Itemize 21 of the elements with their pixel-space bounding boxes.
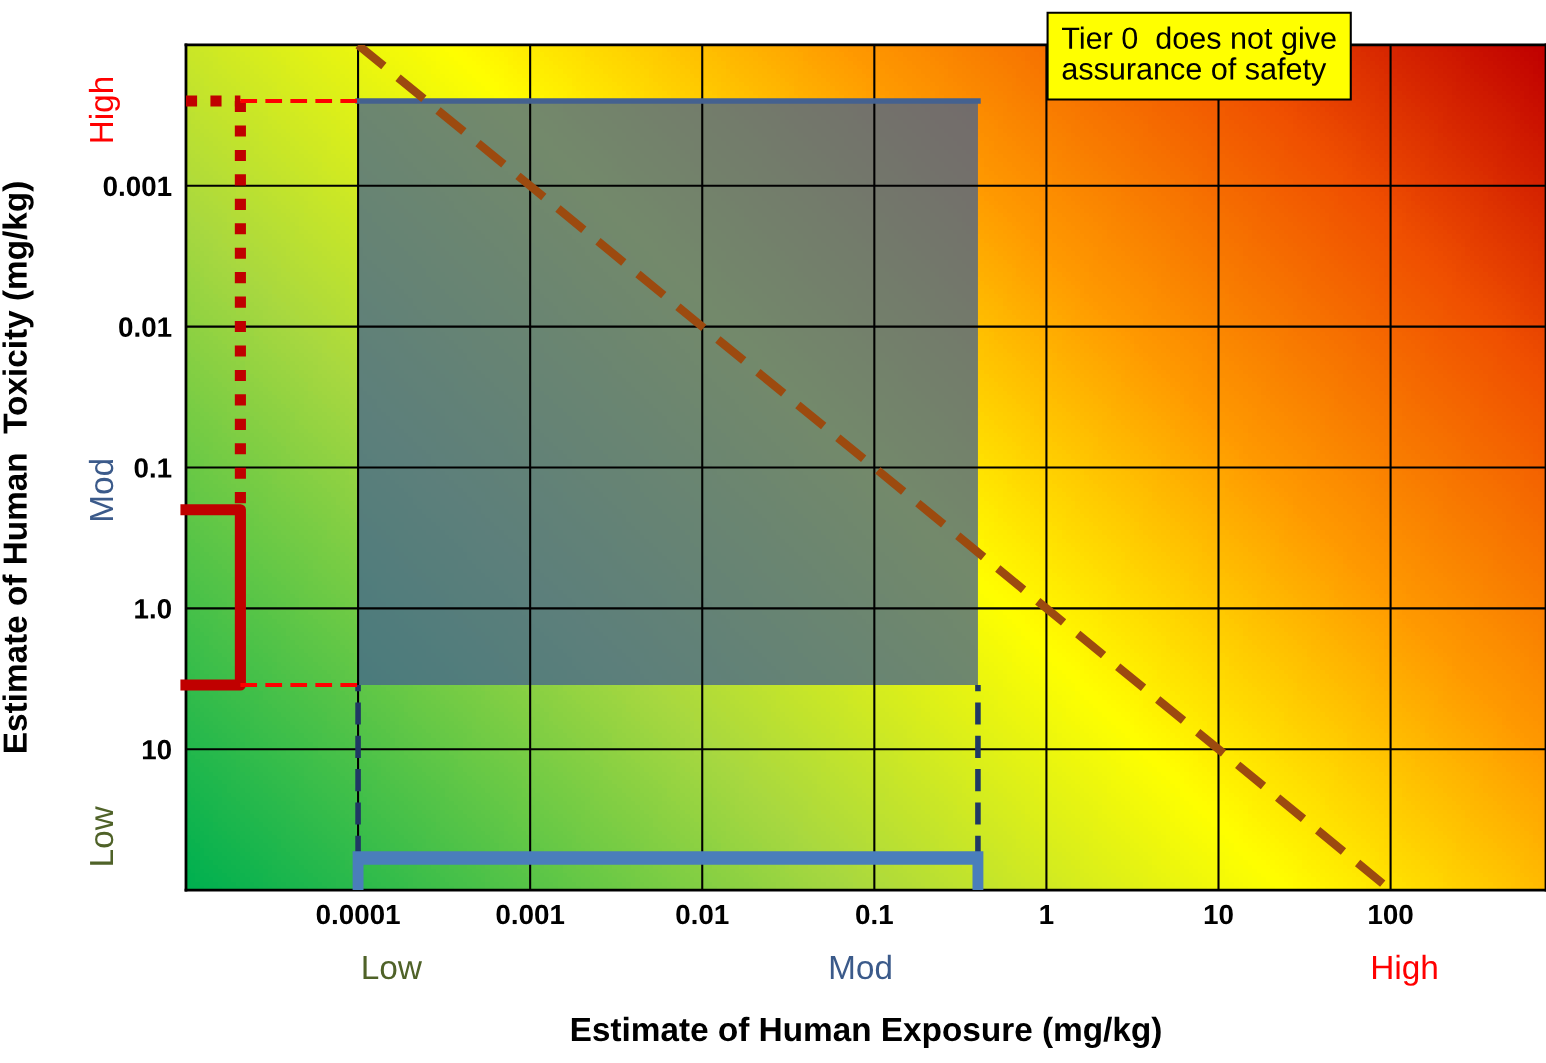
- text: Low: [90, 806, 114, 865]
- y-tick-label: 0.1: [134, 458, 172, 478]
- x-tick-label: 10: [1204, 904, 1233, 925]
- text: High: [1373, 954, 1437, 986]
- x-tick-label: 100: [1369, 904, 1413, 925]
- y-tick-label: 0.001: [103, 176, 172, 197]
- x-tick-label: 0.01: [676, 904, 729, 925]
- text: High: [88, 77, 120, 142]
- y-tick-label: 10: [142, 739, 171, 760]
- x-tick-label: 0.1: [856, 904, 893, 925]
- y-tick-label: 0.01: [119, 317, 172, 337]
- text: Mod: [88, 460, 114, 521]
- text: Low: [363, 956, 423, 980]
- annotation: Tier 0 does not give assurance of safety: [1062, 26, 1336, 86]
- y-tick-label: 1.0: [135, 599, 171, 619]
- text: Mod: [830, 954, 891, 980]
- x-axis-title: Estimate of Human Exposure (mg/kg): [571, 1016, 1161, 1049]
- x-tick-label: 0.001: [496, 904, 565, 925]
- x-tick-label: 1: [1040, 904, 1054, 925]
- x-tick-label: 0.0001: [316, 904, 400, 925]
- y-axis-title: Estimate of Human Toxicity (mg/kg): [2, 182, 34, 753]
